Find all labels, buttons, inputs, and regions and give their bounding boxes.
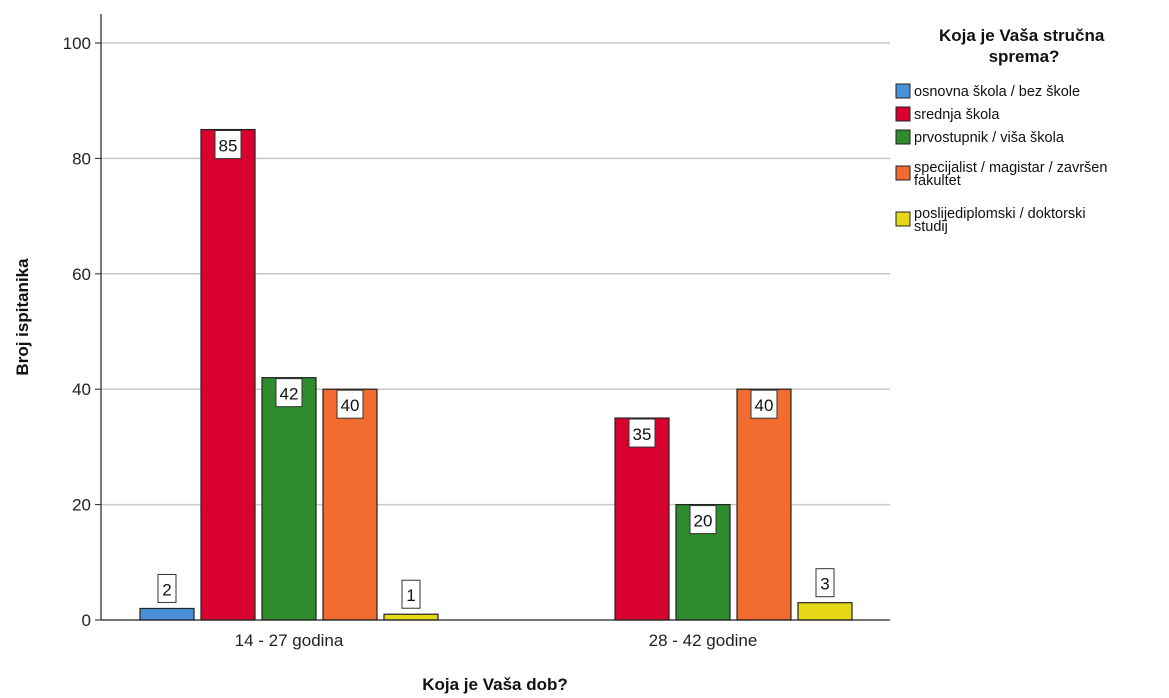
- y-tick-label: 80: [72, 149, 91, 168]
- y-tick-label: 100: [63, 34, 91, 53]
- bar: [383, 613, 439, 621]
- bar: [736, 388, 792, 621]
- bars: [139, 128, 853, 621]
- y-tick-label: 0: [82, 611, 91, 630]
- data-label-box: [750, 389, 778, 419]
- data-label: 35: [633, 425, 652, 444]
- data-label: 20: [694, 512, 713, 531]
- bar: [200, 128, 256, 621]
- legend-item-label: srednja škola: [914, 107, 1000, 123]
- x-tick-label: 28 - 42 godine: [649, 631, 758, 650]
- y-tick-label: 40: [72, 380, 91, 399]
- data-label: 2: [162, 580, 171, 599]
- data-label: 1: [406, 586, 415, 605]
- legend-swatch: [895, 106, 911, 122]
- data-label: 40: [755, 396, 774, 415]
- legend-item-label: prvostupnik / viša škola: [914, 130, 1065, 146]
- data-labels: 2 85 42 40 1 35 20 40 3: [157, 130, 835, 609]
- x-axis-title: Koja je Vaša dob?: [422, 675, 568, 694]
- legend-title: Koja je Vaša stručna sprema?: [939, 26, 1109, 66]
- data-label: 42: [280, 385, 299, 404]
- y-axis-title: Broj ispitanika: [13, 258, 32, 376]
- bar: [261, 377, 317, 621]
- legend: Koja je Vaša stručna sprema? osnovna ško…: [895, 26, 1109, 235]
- data-label-box: [689, 505, 717, 535]
- bar: [614, 417, 670, 621]
- x-tick-label: 14 - 27 godina: [235, 631, 344, 650]
- legend-item-label: osnovna škola / bez škole: [914, 84, 1080, 100]
- legend-item-label: poslijediplomski / doktorski studij: [914, 206, 1086, 235]
- legend-item-label: specijalist / magistar / završen fakultet: [914, 160, 1107, 189]
- x-tick-labels: 14 - 27 godina 28 - 42 godine: [235, 631, 758, 650]
- legend-swatch: [895, 165, 911, 181]
- data-label-box: [815, 568, 835, 598]
- y-tick-labels: 0 20 40 60 80 100: [63, 34, 101, 630]
- legend-swatch: [895, 83, 911, 99]
- y-tick-label: 20: [72, 496, 91, 515]
- data-label-box: [157, 573, 177, 603]
- data-label-box: [628, 418, 656, 448]
- bar: [139, 607, 195, 621]
- y-tick-label: 60: [72, 265, 91, 284]
- data-label-box: [275, 378, 303, 408]
- data-label-box: [214, 130, 242, 160]
- legend-swatch: [895, 211, 911, 227]
- data-label-box: [401, 579, 421, 609]
- data-label: 3: [820, 575, 829, 594]
- legend-items: osnovna škola / bez škole srednja škola pr…: [895, 83, 1107, 235]
- data-label-box: [336, 389, 364, 419]
- bar: [322, 388, 378, 621]
- data-label: 40: [341, 396, 360, 415]
- data-label: 85: [219, 137, 238, 156]
- bar: [797, 602, 853, 621]
- legend-swatch: [895, 129, 911, 145]
